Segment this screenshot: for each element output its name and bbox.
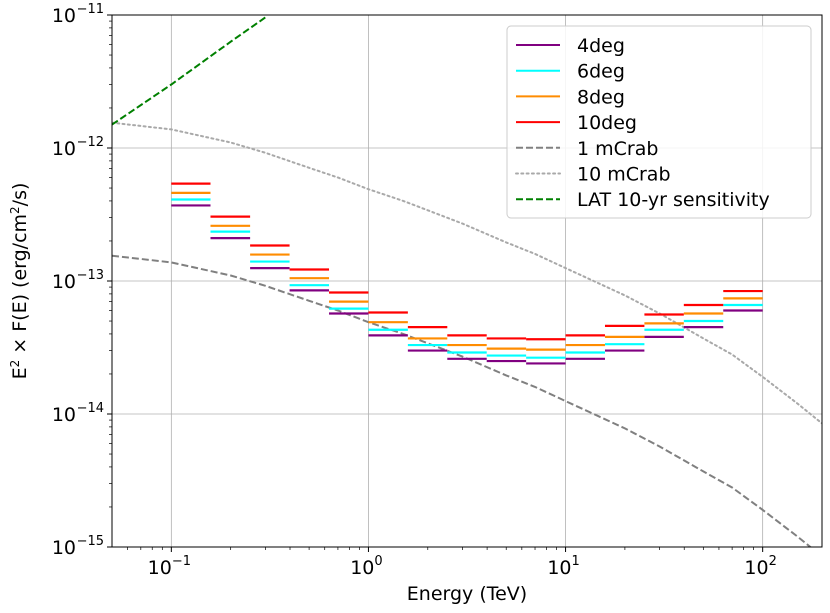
- y-tick-base: 10: [52, 138, 76, 160]
- y-tick-label: 10−12: [52, 135, 104, 160]
- y-tick-label: 10−14: [52, 401, 104, 426]
- y-label-prefix: E: [9, 367, 31, 379]
- curve-10-mcrab: [112, 121, 822, 425]
- x-tick-label: 10−1: [148, 554, 191, 579]
- y-tick-exp: −14: [77, 401, 104, 416]
- curve-1-mcrab: [112, 254, 812, 547]
- y-tick-base: 10: [52, 5, 76, 27]
- y-label-middle: × F(E) (erg/cm: [9, 214, 31, 360]
- y-tick-label: 10−11: [52, 2, 104, 27]
- x-tick-base: 10: [350, 557, 374, 579]
- x-tick-label: 100: [350, 554, 382, 579]
- legend-label-10-mcrab: 10 mCrab: [577, 164, 671, 186]
- x-tick-base: 10: [148, 557, 172, 579]
- legend-label-10deg: 10deg: [577, 112, 637, 134]
- y-label-prefix-sup: 2: [8, 360, 22, 368]
- curve-lat-10-yr-sensitivity: [112, 16, 266, 126]
- legend-label-6deg: 6deg: [577, 61, 625, 83]
- y-tick-label: 10−13: [52, 268, 104, 293]
- y-tick-exp: −13: [77, 268, 104, 283]
- y-tick-base: 10: [52, 404, 76, 426]
- legend: 4deg 6deg 8deg 10deg 1 mCrab 10 mCrab LAT 10-y…: [506, 25, 812, 219]
- y-axis-label: E2 × F(E) (erg/cm2/s): [8, 183, 31, 380]
- legend-label-1-mcrab: 1 mCrab: [577, 138, 658, 160]
- x-tick-label: 101: [547, 554, 579, 579]
- y-tick-exp: −11: [77, 2, 104, 17]
- plot-area: [112, 16, 822, 547]
- y-label-unit-sup: 2: [8, 206, 22, 214]
- legend-label-8deg: 8deg: [577, 86, 625, 108]
- legend-label-lat-10-yr-sensitivity: LAT 10-yr sensitivity: [577, 189, 770, 211]
- y-tick-exp: −15: [77, 534, 104, 549]
- y-label-suffix: /s): [9, 183, 31, 207]
- x-tick-exp: 0: [374, 554, 382, 569]
- x-axis-label: Energy (TeV): [407, 583, 527, 605]
- legend-box: [506, 25, 812, 219]
- x-tick-base: 10: [547, 557, 571, 579]
- x-tick-label: 102: [744, 554, 776, 579]
- y-tick-label: 10−15: [52, 534, 104, 559]
- x-tick-exp: −1: [172, 554, 191, 569]
- legend-label-4deg: 4deg: [577, 35, 625, 57]
- x-tick-exp: 2: [769, 554, 777, 569]
- x-tick-exp: 1: [572, 554, 580, 569]
- y-tick-base: 10: [52, 271, 76, 293]
- y-tick-exp: −12: [77, 135, 104, 150]
- y-tick-base: 10: [52, 537, 76, 559]
- x-tick-base: 10: [744, 557, 768, 579]
